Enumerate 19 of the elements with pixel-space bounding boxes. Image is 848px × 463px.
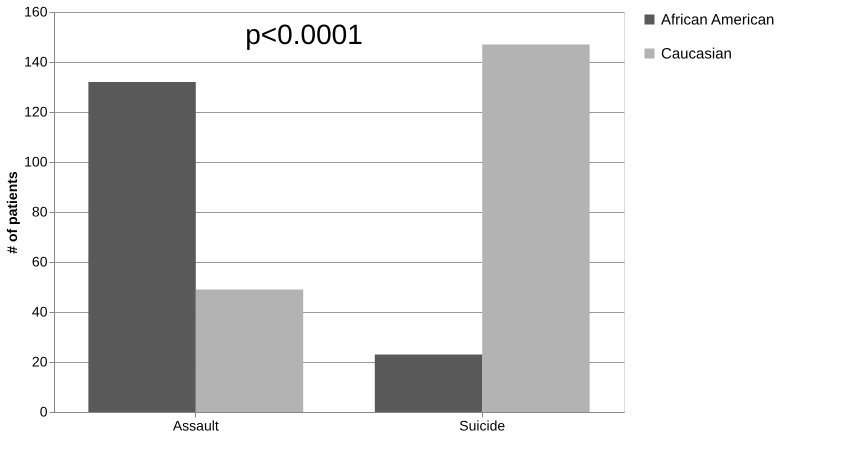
y-tick-label: 120 (24, 104, 48, 120)
annotation: p<0.0001 (245, 19, 363, 50)
bar (374, 354, 482, 412)
y-tick-label: 140 (24, 54, 48, 70)
y-tick-label: 80 (32, 204, 48, 220)
legend-label: African American (661, 12, 774, 28)
y-tick-label: 40 (32, 304, 48, 320)
y-tick-label: 60 (32, 254, 48, 270)
x-tick-label: Assault (172, 418, 219, 434)
legend-label: Caucasian (661, 46, 732, 62)
bar (88, 82, 196, 412)
y-axis-title: # of patients (4, 171, 20, 254)
x-tick-label: Suicide (459, 418, 506, 434)
bar (196, 290, 304, 412)
bar (482, 44, 590, 412)
y-tick-label: 0 (40, 404, 48, 420)
y-tick-label: 160 (24, 4, 48, 20)
y-tick-label: 20 (32, 354, 48, 370)
y-tick-label: 100 (24, 154, 48, 170)
